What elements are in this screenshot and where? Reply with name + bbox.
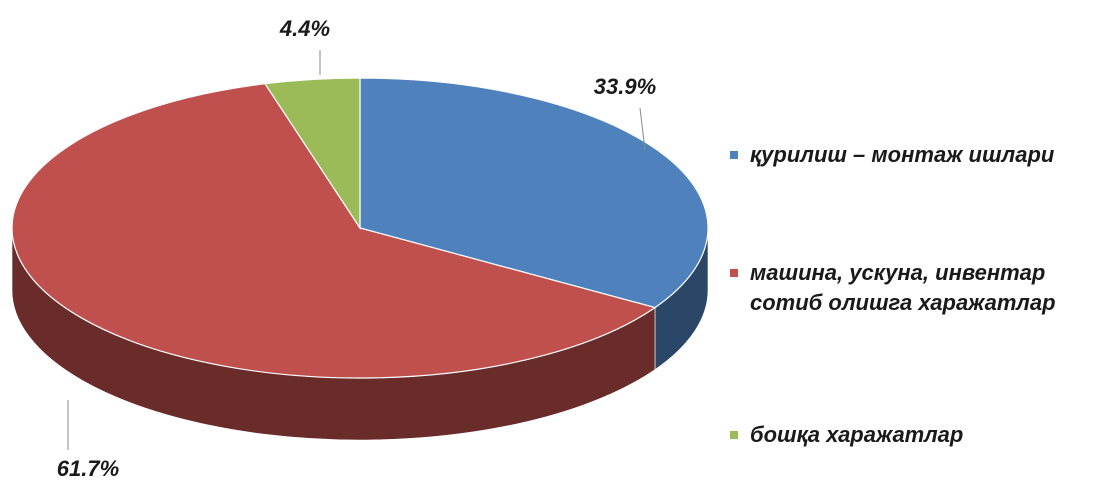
pie-slice [359,77,709,309]
legend-swatch [730,269,738,277]
leader-line [639,107,646,151]
pie-slice [11,83,657,379]
legend-label: машина, ускуна, инвентар сотиб олишга ха… [750,260,1056,315]
data-label: 4.4% [279,16,330,41]
data-label: 61.7% [57,456,119,481]
legend-label: қурилиш – монтаж ишлари [750,142,1055,167]
legend-item: қурилиш – монтаж ишлари [730,140,1094,170]
pie-slice [263,77,361,231]
legend-label: бошқа харажатлар [750,422,964,447]
legend-swatch [730,431,738,439]
legend-swatch [730,151,738,159]
legend-item: машина, ускуна, инвентар сотиб олишга ха… [730,258,1094,318]
legend-item: бошқа харажатлар [730,420,1094,450]
data-label: 33.9% [594,74,656,99]
